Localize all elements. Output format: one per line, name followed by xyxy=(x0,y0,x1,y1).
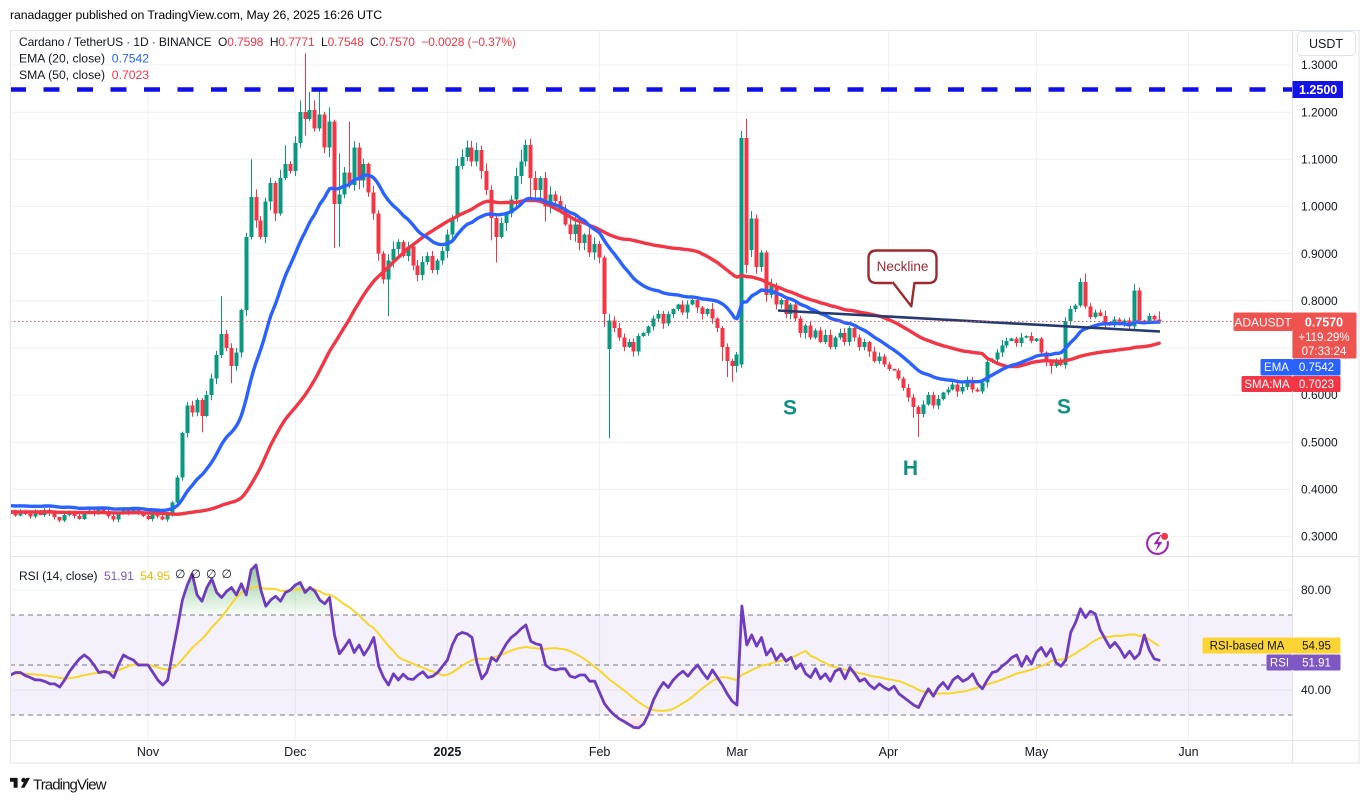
svg-text:0.4000: 0.4000 xyxy=(1301,483,1338,497)
svg-text:H: H xyxy=(903,457,918,480)
svg-text:0.5000: 0.5000 xyxy=(1301,435,1338,449)
svg-text:RSI (14, close) 51.91 54.95: RSI (14, close) 51.91 54.95 xyxy=(19,569,170,583)
svg-text:Apr: Apr xyxy=(879,745,898,759)
svg-text:0.3000: 0.3000 xyxy=(1301,530,1338,544)
svg-text:1.1000: 1.1000 xyxy=(1301,153,1338,167)
svg-text:RSI-based MA: RSI-based MA xyxy=(1210,641,1285,653)
svg-text:1.3000: 1.3000 xyxy=(1301,58,1338,72)
svg-text:Neckline: Neckline xyxy=(877,259,929,274)
svg-text:RSI: RSI xyxy=(1270,658,1289,670)
svg-text:0.7570: 0.7570 xyxy=(1305,316,1343,330)
svg-text:ADAUSDT: ADAUSDT xyxy=(1234,316,1292,330)
svg-text:Dec: Dec xyxy=(284,745,306,759)
svg-text:2025: 2025 xyxy=(433,745,461,759)
svg-text:SMA (50, close) 0.7023: SMA (50, close) 0.7023 xyxy=(19,68,149,82)
svg-text:EMA (20, close) 0.7542: EMA (20, close) 0.7542 xyxy=(19,52,149,66)
svg-text:TradingView: TradingView xyxy=(33,777,107,794)
svg-text:51.91: 51.91 xyxy=(1302,658,1331,670)
svg-text:S: S xyxy=(1057,396,1071,419)
svg-text:1.2000: 1.2000 xyxy=(1301,105,1338,119)
svg-text:SMA:MA: SMA:MA xyxy=(1244,379,1290,391)
svg-text:40.00: 40.00 xyxy=(1301,683,1331,697)
svg-text:0.9000: 0.9000 xyxy=(1301,247,1338,261)
svg-text:Feb: Feb xyxy=(589,745,611,759)
svg-text:0.7542: 0.7542 xyxy=(1299,362,1334,374)
svg-text:1.0000: 1.0000 xyxy=(1301,200,1338,214)
svg-text:54.95: 54.95 xyxy=(1302,641,1331,653)
svg-text:1.2500: 1.2500 xyxy=(1299,83,1337,97)
svg-text:EMA: EMA xyxy=(1264,362,1289,374)
svg-text:Mar: Mar xyxy=(726,745,748,759)
svg-text:S: S xyxy=(783,397,797,420)
svg-text:+119.29%: +119.29% xyxy=(1298,332,1349,344)
svg-text:USDT: USDT xyxy=(1309,37,1343,51)
svg-text:Nov: Nov xyxy=(137,745,160,759)
svg-text:ranadagger published on Tradin: ranadagger published on TradingView.com,… xyxy=(10,8,382,22)
svg-text:0.8000: 0.8000 xyxy=(1301,294,1338,308)
svg-text:Cardano / TetherUS · 1D · BINA: Cardano / TetherUS · 1D · BINANCE O0.759… xyxy=(19,35,516,49)
svg-text:Jun: Jun xyxy=(1178,745,1198,759)
svg-text:07:33:24: 07:33:24 xyxy=(1302,346,1347,358)
svg-text:0.7023: 0.7023 xyxy=(1299,379,1334,391)
svg-text:May: May xyxy=(1025,745,1049,759)
svg-text:80.00: 80.00 xyxy=(1301,583,1331,597)
